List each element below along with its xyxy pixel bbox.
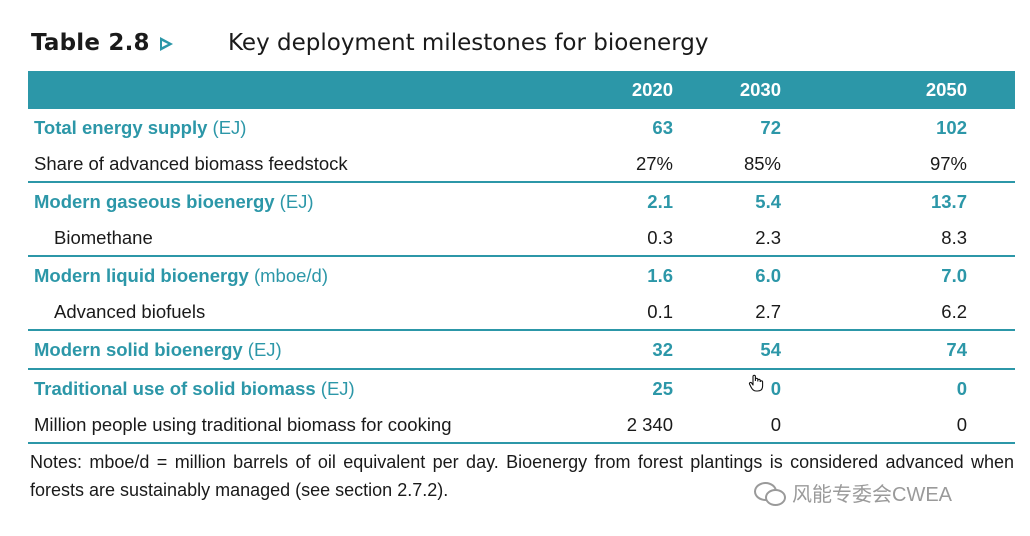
hand-cursor-icon xyxy=(748,374,764,392)
watermark-text: 风能专委会CWEA xyxy=(792,484,952,506)
row-label: Total energy supply (EJ) xyxy=(34,116,247,138)
cell-2020: 25 xyxy=(583,368,673,407)
cell-2030: 85% xyxy=(743,152,781,174)
cell-2020: 0.3 xyxy=(647,226,673,248)
row-label: Modern gaseous bioenergy (EJ) xyxy=(28,181,583,220)
watermark: 风能专委会CWEA xyxy=(754,478,952,507)
cell-2020: 2.1 xyxy=(583,181,673,220)
row-label: Traditional use of solid biomass (EJ) xyxy=(28,368,583,407)
cell-2050: 0 xyxy=(781,368,1015,407)
table-row: Total energy supply (EJ) 63 72 102 xyxy=(28,109,1015,146)
row-label: Million people using traditional biomass… xyxy=(28,407,583,444)
cell-2030: 0 xyxy=(673,368,781,407)
cell-2020: 63 xyxy=(652,116,673,138)
row-label: Biomethane xyxy=(54,226,153,248)
cell-2030: 6.0 xyxy=(673,255,781,294)
table-row: Share of advanced biomass feedstock 27% … xyxy=(28,146,1015,182)
table-header-row: 2020 2030 2050 xyxy=(28,71,1015,109)
cell-2020: 32 xyxy=(583,329,673,369)
wechat-icon xyxy=(754,480,786,506)
column-header-2030: 2030 xyxy=(739,79,781,100)
cell-2050: 0 xyxy=(781,407,1015,444)
cell-2050: 7.0 xyxy=(781,255,1015,294)
cell-2020: 27% xyxy=(635,152,673,174)
column-header-label xyxy=(28,71,583,109)
cell-2050: 8.3 xyxy=(941,226,967,248)
triangle-arrow-icon xyxy=(159,37,173,51)
row-label: Modern solid bioenergy (EJ) xyxy=(28,329,583,369)
column-header-2050: 2050 xyxy=(925,79,967,100)
cell-2050: 74 xyxy=(781,329,1015,369)
cell-2020: 1.6 xyxy=(583,255,673,294)
table-row: Modern gaseous bioenergy (EJ) 2.1 5.4 13… xyxy=(28,181,1015,220)
cell-2020: 0.1 xyxy=(647,300,673,322)
table-number: Table 2.8 xyxy=(31,30,150,56)
cell-2020: 2 340 xyxy=(583,407,673,444)
row-label: Advanced biofuels xyxy=(54,300,206,322)
cell-2030: 54 xyxy=(673,329,781,369)
table-notes: Notes: mboe/d = million barrels of oil e… xyxy=(30,452,1014,500)
table-row: Traditional use of solid biomass (EJ) 25… xyxy=(28,368,1015,407)
table-row: Million people using traditional biomass… xyxy=(28,407,1015,444)
cell-2030: 72 xyxy=(760,116,781,138)
row-label: Share of advanced biomass feedstock xyxy=(34,152,348,174)
cell-2050: 6.2 xyxy=(941,300,967,322)
table-row: Advanced biofuels 0.1 2.7 6.2 xyxy=(28,294,1015,330)
cell-2050: 97% xyxy=(929,152,967,174)
table-heading: Table 2.8 Key deployment milestones for … xyxy=(31,26,708,60)
milestones-table: 2020 2030 2050 Total energy supply (EJ) … xyxy=(28,71,1015,444)
table-row: Modern solid bioenergy (EJ) 32 54 74 xyxy=(28,329,1015,369)
cell-2050: 102 xyxy=(936,116,967,138)
table-row: Modern liquid bioenergy (mboe/d) 1.6 6.0… xyxy=(28,255,1015,294)
cell-2030: 2.7 xyxy=(755,300,781,322)
table-title: Key deployment milestones for bioenergy xyxy=(228,30,709,56)
table-row: Biomethane 0.3 2.3 8.3 xyxy=(28,220,1015,256)
cell-2030: 0 xyxy=(673,407,781,444)
cell-2050: 13.7 xyxy=(781,181,1015,220)
column-header-2020: 2020 xyxy=(631,79,673,100)
cell-2030: 5.4 xyxy=(673,181,781,220)
cell-2030: 2.3 xyxy=(755,226,781,248)
row-label: Modern liquid bioenergy (mboe/d) xyxy=(28,255,583,294)
